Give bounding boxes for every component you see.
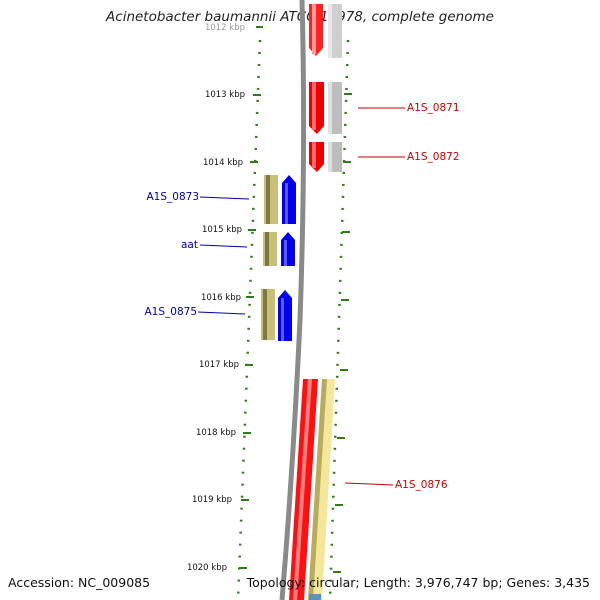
cds-arrow bbox=[281, 232, 295, 266]
cds-arrow bbox=[282, 175, 296, 224]
tick-label-1012: 1012 kbp bbox=[205, 23, 245, 33]
label-a1s-0876[interactable]: A1S_0876 bbox=[395, 479, 448, 491]
tick-marks bbox=[239, 26, 352, 573]
tick-label-1019: 1019 kbp bbox=[192, 495, 232, 505]
label-a1s-0875[interactable]: A1S_0875 bbox=[145, 306, 198, 318]
cds-arrow bbox=[309, 82, 324, 134]
label-aat[interactable]: aat bbox=[181, 239, 198, 251]
accession-text: Accession: NC_009085 bbox=[8, 575, 151, 590]
genome-backbone bbox=[279, 0, 307, 600]
cds-arrow bbox=[278, 290, 292, 341]
label-a1s-0872[interactable]: A1S_0872 bbox=[407, 151, 460, 163]
label-a1s-0871[interactable]: A1S_0871 bbox=[407, 102, 460, 114]
label-leaders bbox=[197, 107, 405, 486]
tick-label-1014: 1014 kbp bbox=[203, 158, 243, 168]
forward-features bbox=[289, 4, 342, 600]
feature-labels: A1S_0871 A1S_0872 A1S_0876 A1S_0873 aat … bbox=[145, 102, 460, 491]
cds-arrow bbox=[309, 142, 324, 172]
tick-labels: 1012 kbp 1013 kbp 1014 kbp 1015 kbp 1016… bbox=[187, 23, 245, 573]
tick-label-1017: 1017 kbp bbox=[199, 360, 239, 370]
tick-label-1018: 1018 kbp bbox=[196, 428, 236, 438]
summary-text: Topology: circular; Length: 3,976,747 bp… bbox=[246, 575, 590, 590]
label-a1s-0873[interactable]: A1S_0873 bbox=[147, 191, 200, 203]
tick-label-1015: 1015 kbp bbox=[202, 225, 242, 235]
tick-label-1020: 1020 kbp bbox=[187, 563, 227, 573]
inner-dotted-ring bbox=[236, 39, 262, 600]
tick-label-1013: 1013 kbp bbox=[205, 90, 245, 100]
small-blue-feature bbox=[309, 594, 321, 600]
tick-label-1016: 1016 kbp bbox=[201, 293, 241, 303]
reverse-features bbox=[261, 175, 296, 341]
